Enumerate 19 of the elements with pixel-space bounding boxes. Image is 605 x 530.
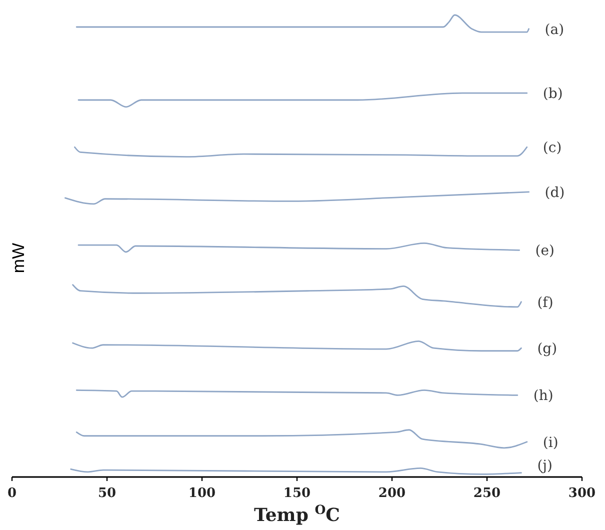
x-tick-label: 150	[283, 486, 311, 501]
series-label: (c)	[542, 140, 562, 156]
series-label: (e)	[535, 243, 555, 260]
x-tick-label: 50	[98, 486, 116, 501]
series-label: (f)	[537, 294, 554, 311]
x-axis-title: Temp $^{O}$C	[254, 502, 340, 526]
series-label: (a)	[544, 22, 564, 38]
x-tick-label: 300	[568, 486, 596, 501]
series-label: (d)	[544, 184, 565, 201]
series-label: (b)	[542, 86, 563, 102]
series-label: (g)	[537, 341, 558, 358]
x-tick-label: 250	[473, 486, 501, 501]
series-label: (j)	[537, 458, 552, 474]
x-tick-label: 200	[378, 486, 406, 501]
series-label: (i)	[542, 434, 558, 451]
y-axis-title: mW	[9, 242, 28, 274]
x-tick-label: 100	[188, 486, 216, 501]
series-label: (h)	[533, 388, 554, 404]
x-tick-label: 0	[7, 486, 17, 501]
